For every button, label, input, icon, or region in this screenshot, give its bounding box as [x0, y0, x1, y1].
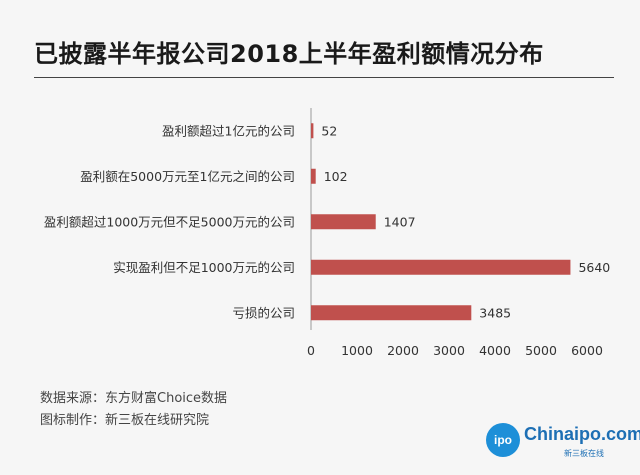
bar-value-label: 5640: [578, 260, 610, 275]
x-tick-label: 6000: [571, 343, 603, 358]
x-tick-label: 1000: [341, 343, 373, 358]
bar-value-label: 1407: [384, 214, 416, 229]
category-label: 盈利额在5000万元至1亿元之间的公司: [80, 169, 295, 184]
data-source-note: 数据来源：东方财富Choice数据: [40, 391, 228, 406]
x-tick-label: 2000: [387, 343, 419, 358]
logo-badge: ipo: [486, 423, 520, 457]
bar: [311, 168, 316, 184]
x-tick-label: 4000: [479, 343, 511, 358]
category-label: 实现盈利但不足1000万元的公司: [113, 260, 295, 275]
bars-group: 盈利额超过1亿元的公司 52 盈利额在5000万元至1亿元之间的公司 102 盈利额超过…: [44, 123, 610, 321]
chart-footer: 数据来源：东方财富Choice数据 图标制作：新三板在线研究院: [40, 388, 227, 432]
title-divider: [34, 77, 614, 78]
bar-value-label: 52: [321, 123, 337, 138]
bar-value-label: 3485: [479, 305, 511, 320]
chart-producer-note: 图标制作：新三板在线研究院: [40, 413, 210, 428]
bar: [311, 123, 314, 139]
category-label: 盈利额超过1亿元的公司: [162, 123, 295, 138]
x-tick-label: 0: [307, 343, 315, 358]
chinaipo-logo: ipo Chinaipo.com 新三板在线: [486, 421, 640, 461]
x-tick-label: 3000: [433, 343, 465, 358]
logo-subtext: 新三板在线: [564, 449, 604, 458]
x-tick-label: 5000: [525, 343, 557, 358]
category-label: 盈利额超过1000万元但不足5000万元的公司: [44, 214, 295, 229]
bar-value-label: 102: [324, 169, 348, 184]
bar: [311, 259, 571, 275]
bar: [311, 214, 376, 230]
x-axis-ticks: 0 1000 2000 3000 4000 5000 6000: [307, 343, 603, 358]
page-title: 已披露半年报公司2018上半年盈利额情况分布: [34, 40, 544, 68]
logo-text: Chinaipo.com: [524, 424, 640, 444]
bar: [311, 305, 472, 321]
category-label: 亏损的公司: [232, 305, 295, 320]
